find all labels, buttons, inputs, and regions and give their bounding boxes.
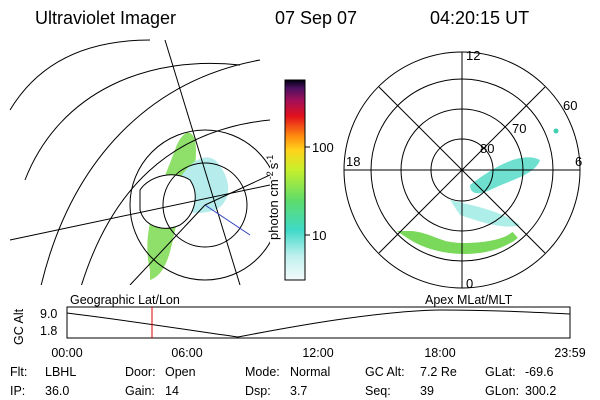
polar-label: Apex MLat/MLT — [425, 293, 513, 307]
colorbar-label: photon cm-2s-1 — [265, 155, 281, 240]
mlt-label: 12 — [466, 48, 480, 63]
x-tick-label: 18:00 — [424, 346, 455, 360]
mlt-label: 6 — [575, 154, 582, 169]
colorbar-tick: 100 — [312, 140, 334, 155]
mlat-label: 80 — [480, 141, 494, 156]
x-tick-label: 12:00 — [302, 346, 333, 360]
field-label: GC Alt: — [365, 365, 405, 379]
field-value: LBHL — [45, 365, 76, 379]
x-tick-label: 00:00 — [51, 346, 82, 360]
mlt-label: 18 — [346, 154, 360, 169]
field-label: Mode: — [245, 365, 280, 379]
field-label: IP: — [10, 384, 25, 398]
date: 07 Sep 07 — [275, 8, 357, 28]
field-value: -69.6 — [525, 365, 554, 379]
colorbar — [284, 79, 306, 281]
altitude-plot — [66, 306, 571, 339]
field-label: Dsp: — [245, 384, 271, 398]
colorbar-tick: 10 — [312, 228, 326, 243]
y-tick-label: 9.0 — [40, 307, 57, 321]
title: Ultraviolet Imager — [35, 8, 176, 28]
altitude-curve — [66, 309, 571, 338]
field-label: Seq: — [365, 384, 391, 398]
field-label: Gain: — [125, 384, 155, 398]
x-tick-label: 06:00 — [171, 346, 202, 360]
field-value: 3.7 — [290, 384, 307, 398]
time: 04:20:15 UT — [430, 8, 529, 28]
field-label: Flt: — [10, 365, 27, 379]
map-label: Geographic Lat/Lon — [70, 293, 180, 307]
field-value: 36.0 — [45, 384, 69, 398]
geographic-map — [9, 39, 270, 285]
mlt-label: 0 — [466, 276, 473, 291]
mlat-label: 70 — [512, 121, 526, 136]
field-value: Open — [165, 365, 196, 379]
mlat-label: 60 — [563, 98, 577, 113]
axis-label: GC Alt — [12, 308, 26, 345]
field-value: 14 — [165, 384, 179, 398]
y-tick-label: 1.8 — [40, 324, 57, 338]
field-label: Door: — [125, 365, 156, 379]
x-tick-label: 23:59 — [554, 346, 585, 360]
field-value: Normal — [290, 365, 330, 379]
field-value: 7.2 Re — [420, 365, 457, 379]
field-label: GLon: — [485, 384, 519, 398]
field-value: 39 — [420, 384, 434, 398]
field-value: 300.2 — [525, 384, 556, 398]
polar-plot — [343, 51, 581, 289]
field-label: GLat: — [485, 365, 516, 379]
